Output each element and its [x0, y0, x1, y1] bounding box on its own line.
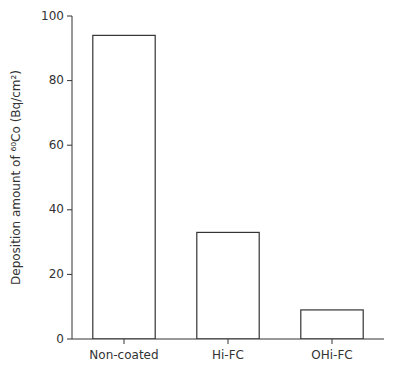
x-tick-label: Non-coated: [89, 348, 158, 362]
chart-svg: 0 20 40 60 80 100 Non-coated Hi-FC OHi-FC Deposit…: [0, 0, 400, 383]
x-tick-label: Hi-FC: [212, 348, 244, 362]
bars: [93, 35, 363, 339]
y-tick: [67, 80, 72, 81]
axes: 0 20 40 60 80 100 Non-coated Hi-FC OHi-FC: [41, 9, 384, 363]
y-tick: [67, 274, 72, 275]
x-tick-label: OHi-FC: [311, 348, 352, 362]
y-tick-label: 60: [49, 138, 64, 152]
y-tick-label: 100: [41, 9, 64, 23]
y-tick-label: 20: [49, 267, 64, 281]
y-tick: [67, 16, 72, 17]
x-tick: [332, 339, 333, 344]
y-tick-label: 40: [49, 202, 64, 216]
y-axis-line: [72, 16, 73, 339]
y-tick-label: 0: [56, 332, 64, 346]
bar: [301, 310, 363, 339]
chart-container: 0 20 40 60 80 100 Non-coated Hi-FC OHi-FC Deposit…: [0, 0, 400, 383]
y-axis-label: Deposition amount of ⁶⁰Co (Bq/cm²): [9, 70, 23, 285]
x-tick: [228, 339, 229, 344]
x-tick: [124, 339, 125, 344]
y-tick-label: 80: [49, 73, 64, 87]
bar: [93, 35, 155, 339]
y-tick: [67, 339, 72, 340]
bar: [197, 232, 259, 339]
y-tick: [67, 145, 72, 146]
y-tick: [67, 209, 72, 210]
